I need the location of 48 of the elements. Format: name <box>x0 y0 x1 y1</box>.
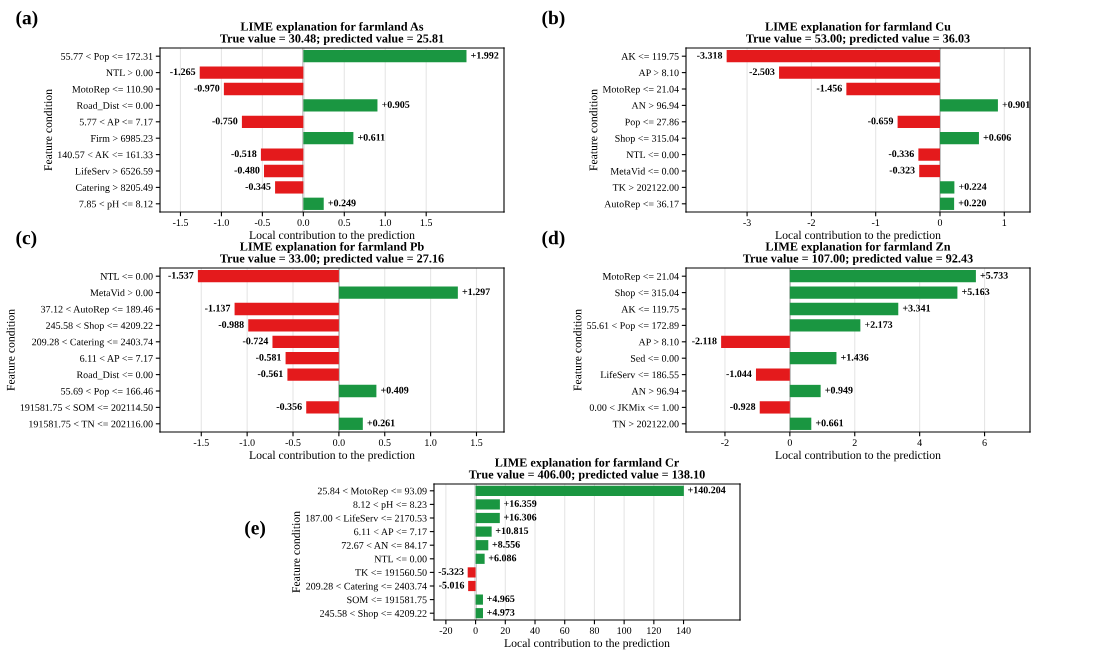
bar <box>939 132 979 145</box>
bar <box>919 164 940 178</box>
bar <box>475 553 485 564</box>
bar <box>303 50 467 63</box>
bar <box>779 66 940 79</box>
bar <box>303 99 378 112</box>
bar <box>303 197 324 210</box>
bar <box>197 270 339 283</box>
bar <box>260 148 304 161</box>
text: (a) <box>16 10 38 29</box>
bar <box>248 319 339 332</box>
bar <box>338 384 377 398</box>
bar <box>234 302 339 316</box>
bar <box>726 50 940 63</box>
text: (d) <box>542 230 565 249</box>
bar <box>939 197 955 210</box>
text: (b) <box>542 10 565 29</box>
bar <box>789 417 812 430</box>
bar <box>897 115 940 128</box>
bar <box>939 181 955 194</box>
bar <box>789 352 837 365</box>
bar <box>275 181 304 194</box>
bar <box>759 401 790 414</box>
bar <box>241 115 304 128</box>
bar <box>306 401 339 414</box>
bar <box>721 335 790 348</box>
bar <box>789 286 958 299</box>
text: (e) <box>245 520 266 539</box>
bar <box>789 270 976 283</box>
bar <box>272 335 339 348</box>
bar <box>285 352 339 365</box>
bar <box>846 82 940 96</box>
bar <box>264 164 304 178</box>
bar <box>789 319 861 332</box>
bar <box>939 99 998 112</box>
bar <box>303 132 354 145</box>
bar <box>338 417 363 430</box>
bar <box>918 148 940 161</box>
bar <box>467 567 476 578</box>
bar <box>789 384 821 398</box>
bar <box>789 302 899 316</box>
bar <box>755 368 790 381</box>
bar <box>223 82 304 96</box>
bar <box>338 286 458 299</box>
bar <box>468 580 476 592</box>
text: (c) <box>16 230 37 249</box>
bar <box>199 66 304 79</box>
bar <box>287 368 339 381</box>
